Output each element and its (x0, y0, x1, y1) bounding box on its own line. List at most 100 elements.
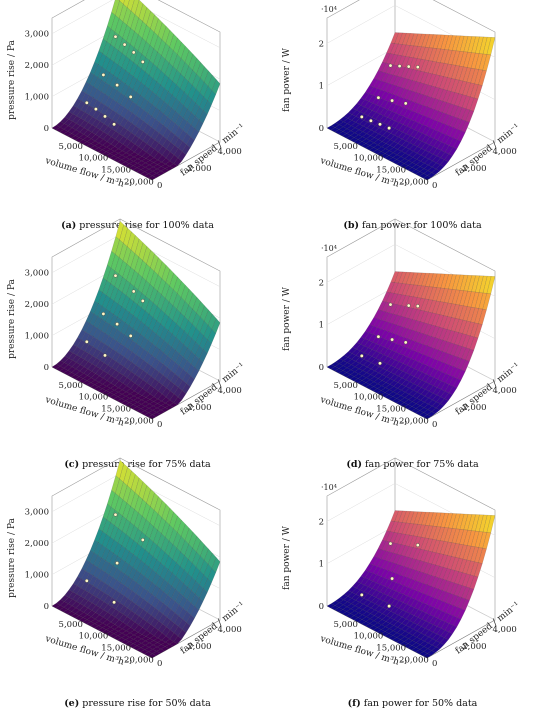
surface-mesh (326, 510, 496, 659)
y-tick-label: 2,000 (187, 403, 211, 413)
z-tick-label: 0 (319, 602, 324, 612)
caption-c: (c) pressure rise for 75% data (0, 459, 275, 470)
x-tick-label: 20,000 (124, 177, 154, 187)
x-tick-label: 5,000 (334, 142, 358, 152)
x-tick-label: 20,000 (399, 416, 429, 426)
data-point (115, 322, 120, 327)
surface-mesh (51, 0, 221, 181)
y-tick-label: 4,000 (492, 386, 516, 396)
z-tick-label: 1,000 (25, 332, 49, 342)
data-point (403, 101, 408, 106)
data-point (359, 354, 364, 358)
z-tick-label: 2,000 (25, 539, 49, 549)
caption-letter: (f) (347, 698, 361, 709)
data-point (84, 578, 89, 583)
y-tick-label: 2,000 (187, 642, 211, 652)
z-tick-label: 1 (319, 321, 324, 331)
data-point (84, 100, 89, 105)
data-point (403, 340, 408, 345)
z-tick-label: 1 (319, 560, 324, 570)
y-tick-label: 2,000 (462, 642, 486, 652)
data-point (388, 541, 393, 546)
z-axis-label: fan power / W (282, 286, 292, 351)
data-point (112, 600, 117, 605)
data-point (112, 122, 117, 127)
data-point (94, 107, 98, 112)
caption-text: pressure rise for 100% data (76, 220, 214, 231)
y-tick-label: 0 (432, 659, 437, 669)
y-tick-label: 2,000 (187, 164, 211, 174)
caption-b: (b) fan power for 100% data (275, 220, 550, 231)
data-point (128, 334, 133, 338)
x-tick-label: 20,000 (124, 416, 154, 426)
y-tick-label: 0 (157, 420, 162, 430)
data-point (140, 60, 145, 64)
caption-text: fan power for 75% data (362, 459, 479, 470)
x-tick-label: 10,000 (79, 393, 109, 403)
x-tick-label: 10,000 (354, 154, 384, 164)
data-point (131, 289, 136, 294)
x-tick-label: 5,000 (334, 620, 358, 630)
y-tick-label: 4,000 (492, 147, 516, 157)
z-tick-label: 1,000 (25, 93, 49, 103)
data-point (378, 122, 382, 127)
caption-letter: (a) (61, 220, 77, 231)
z-axis-label: fan power / W (282, 525, 292, 590)
caption-a: (a) pressure rise for 100% data (0, 220, 275, 231)
chart-panel-b: 0 1 2·10⁴ 5,000 10,000 15,000 20,000 0 2,000 4,00… (275, 0, 550, 239)
data-point (369, 118, 373, 123)
chart-panel-e: 0 1,000 2,000 3,000 5,000 10,000 15,000 20,000 0… (0, 457, 275, 717)
data-point (378, 361, 382, 366)
data-point (101, 312, 106, 316)
data-point (140, 299, 145, 303)
caption-text: pressure rise for 50% data (79, 698, 211, 709)
x-tick-label: 5,000 (59, 620, 83, 630)
data-point (128, 95, 133, 99)
data-point (388, 63, 393, 68)
x-tick-label: 10,000 (354, 632, 384, 642)
x-tick-label: 15,000 (376, 165, 406, 175)
caption-text: fan power for 100% data (358, 220, 482, 231)
z-tick-label: 0 (44, 363, 49, 373)
data-point (84, 339, 89, 344)
z-tick-label: 0 (319, 363, 324, 373)
x-tick-label: 15,000 (376, 404, 406, 414)
caption-f: (f) fan power for 50% data (275, 698, 550, 709)
z-axis-label: pressure rise / Pa (7, 517, 17, 597)
z-tick-label: 1,000 (25, 571, 49, 581)
y-tick-label: 0 (157, 181, 162, 191)
caption-text: fan power for 50% data (360, 698, 478, 709)
data-points (359, 302, 420, 366)
z-axis-label: pressure rise / Pa (7, 278, 17, 358)
x-tick-label: 15,000 (101, 643, 131, 653)
data-point (359, 593, 364, 597)
y-tick-label: 0 (157, 659, 162, 669)
data-points (84, 512, 145, 605)
data-point (397, 64, 402, 69)
chart-panel-a: 0 1,000 2,000 3,000 5,000 10,000 15,000 20,000 0… (0, 0, 275, 239)
surface-mesh (51, 459, 221, 659)
z-tick-label: 3,000 (25, 30, 49, 40)
data-point (415, 304, 420, 309)
data-point (113, 34, 118, 39)
caption-letter: (d) (346, 459, 362, 470)
caption-text: pressure rise for 75% data (79, 459, 211, 470)
x-tick-label: 20,000 (124, 655, 154, 665)
data-point (113, 273, 118, 278)
z-axis-label: fan power / W (282, 47, 292, 112)
y-tick-label: 0 (432, 181, 437, 191)
surface-mesh (326, 271, 496, 420)
y-tick-label: 4,000 (492, 625, 516, 635)
data-point (387, 126, 392, 131)
x-tick-label: 10,000 (354, 393, 384, 403)
x-tick-label: 20,000 (399, 655, 429, 665)
x-tick-label: 10,000 (79, 632, 109, 642)
caption-d: (d) fan power for 75% data (275, 459, 550, 470)
y-tick-label: 2,000 (462, 403, 486, 413)
x-tick-label: 15,000 (376, 643, 406, 653)
data-point (122, 42, 127, 47)
